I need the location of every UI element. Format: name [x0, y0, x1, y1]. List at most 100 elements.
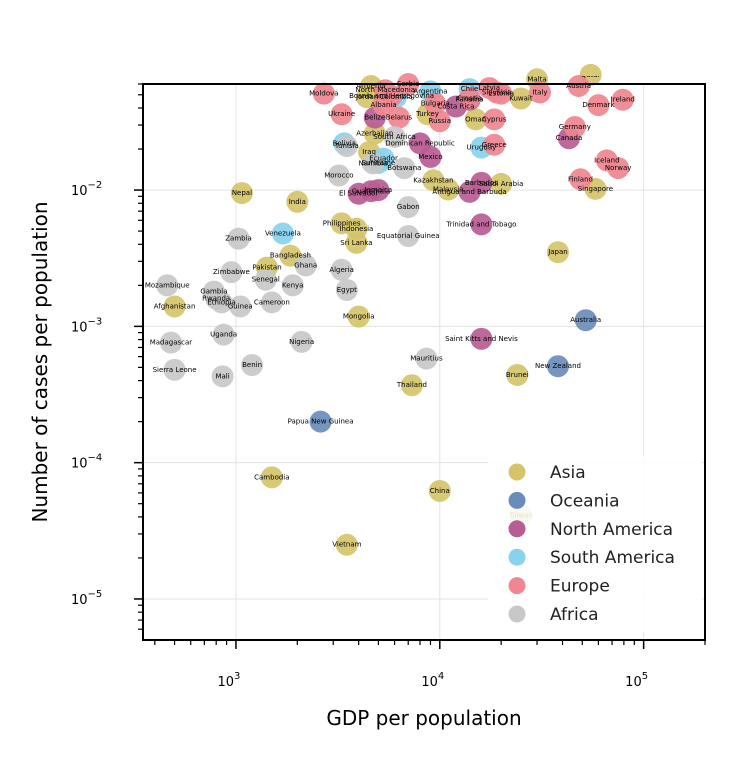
point-label: Bosnia and Herzegovina [349, 92, 434, 100]
point-label: Ireland [611, 96, 635, 104]
data-point [227, 227, 250, 250]
point-label: Morocco [324, 171, 353, 179]
point-label: Afghanistan [154, 302, 196, 310]
legend-entry: North America [550, 520, 673, 540]
data-point [260, 291, 283, 314]
x-tick-label: 103 [217, 671, 240, 690]
data-point [347, 305, 370, 328]
y-tick-label: 10−3 [71, 316, 102, 335]
data-point [347, 182, 370, 205]
legend-entry: Africa [550, 605, 599, 625]
data-point [458, 87, 481, 110]
point-label: Zimbabwe [213, 268, 250, 276]
data-point [330, 103, 353, 126]
point-label: Singapore [578, 185, 613, 193]
data-point [159, 331, 182, 354]
point-label: Philippines [323, 219, 361, 227]
data-point [458, 180, 481, 203]
points-layer [156, 63, 634, 556]
point-label: Gambia [200, 288, 227, 296]
data-point [212, 323, 235, 346]
point-label: Sierra Leone [153, 366, 197, 374]
data-point [309, 410, 332, 433]
data-point [281, 274, 304, 297]
point-label: Botswana [387, 164, 421, 172]
point-label: Uruguay [467, 144, 497, 152]
point-label: India [289, 198, 306, 206]
data-point [327, 164, 350, 187]
data-point [286, 190, 309, 213]
legend-entry: Asia [550, 463, 586, 483]
data-point [428, 110, 451, 133]
data-point [335, 533, 358, 556]
data-point [424, 92, 447, 115]
point-label: North Macedonia [355, 86, 415, 94]
data-point [569, 168, 592, 191]
point-label: Senegal [252, 276, 280, 284]
point-label: Mongolia [343, 313, 375, 321]
point-label: Benin [242, 361, 262, 369]
data-point [345, 231, 368, 254]
data-point [428, 479, 451, 502]
x-axis-label: GDP per population [326, 706, 521, 730]
point-label: Azerbaijan [356, 130, 393, 138]
data-point [294, 254, 317, 277]
point-label: Equatorial Guinea [377, 232, 440, 240]
point-label: Belarus [386, 114, 413, 122]
point-label: Nepal [232, 189, 252, 197]
point-label: Costa Rica [437, 103, 474, 111]
point-label: Denmark [582, 101, 615, 109]
point-label: Mozambique [145, 281, 190, 289]
point-label: Rwanda [202, 295, 230, 303]
data-point [367, 179, 390, 202]
data-point [163, 358, 186, 381]
data-point [607, 157, 630, 180]
point-label: Oman [465, 115, 486, 123]
point-label: Bangladesh [270, 252, 311, 260]
data-point [397, 225, 420, 248]
point-label: Gabon [397, 203, 420, 211]
point-label: Tunisia [334, 142, 359, 150]
point-label: Vietnam [332, 541, 361, 549]
legend: Asia Oceania North America South America Eur… [488, 456, 702, 632]
data-point [156, 274, 179, 297]
point-label: Turkey [415, 110, 439, 118]
point-label: El Salvador [339, 190, 378, 198]
y-tick-label: 10−2 [71, 180, 102, 199]
point-label: Saint Kitts and Nevis [445, 335, 518, 343]
point-label: Antigua and Barbuda [432, 188, 506, 196]
point-label: Cameroon [254, 298, 290, 306]
data-point [587, 94, 610, 117]
point-label: Belize [364, 114, 385, 122]
point-label: Madagascar [150, 339, 193, 347]
point-label: Ecuador [369, 155, 398, 163]
point-label: Jordan [355, 93, 378, 101]
point-label: Moldova [309, 90, 338, 98]
data-point [506, 363, 529, 386]
data-point [230, 182, 253, 205]
data-point [490, 172, 513, 195]
data-point [372, 94, 395, 117]
data-point [356, 86, 379, 109]
x-tick-label: 104 [421, 671, 444, 690]
axes-layer: 103 104 105 10−5 10−4 10−3 10−2 [71, 83, 706, 690]
data-point [163, 295, 186, 318]
data-point [464, 108, 487, 131]
data-point [397, 196, 420, 219]
point-label: Russia [429, 117, 452, 125]
data-point [312, 82, 335, 105]
data-point [546, 355, 569, 378]
legend-entry: South America [550, 548, 675, 568]
point-label: Estonia [488, 90, 514, 98]
point-label: Latvia [479, 84, 500, 92]
point-label: Thailand [396, 381, 427, 389]
point-label: Namibia [358, 159, 387, 167]
point-label: Kuwait [509, 94, 533, 102]
data-point [254, 268, 277, 291]
data-point [528, 81, 551, 104]
legend-marker [508, 548, 526, 566]
point-label: South Africa [373, 133, 416, 141]
legend-box [488, 456, 702, 632]
point-label: Armenia [356, 82, 385, 90]
